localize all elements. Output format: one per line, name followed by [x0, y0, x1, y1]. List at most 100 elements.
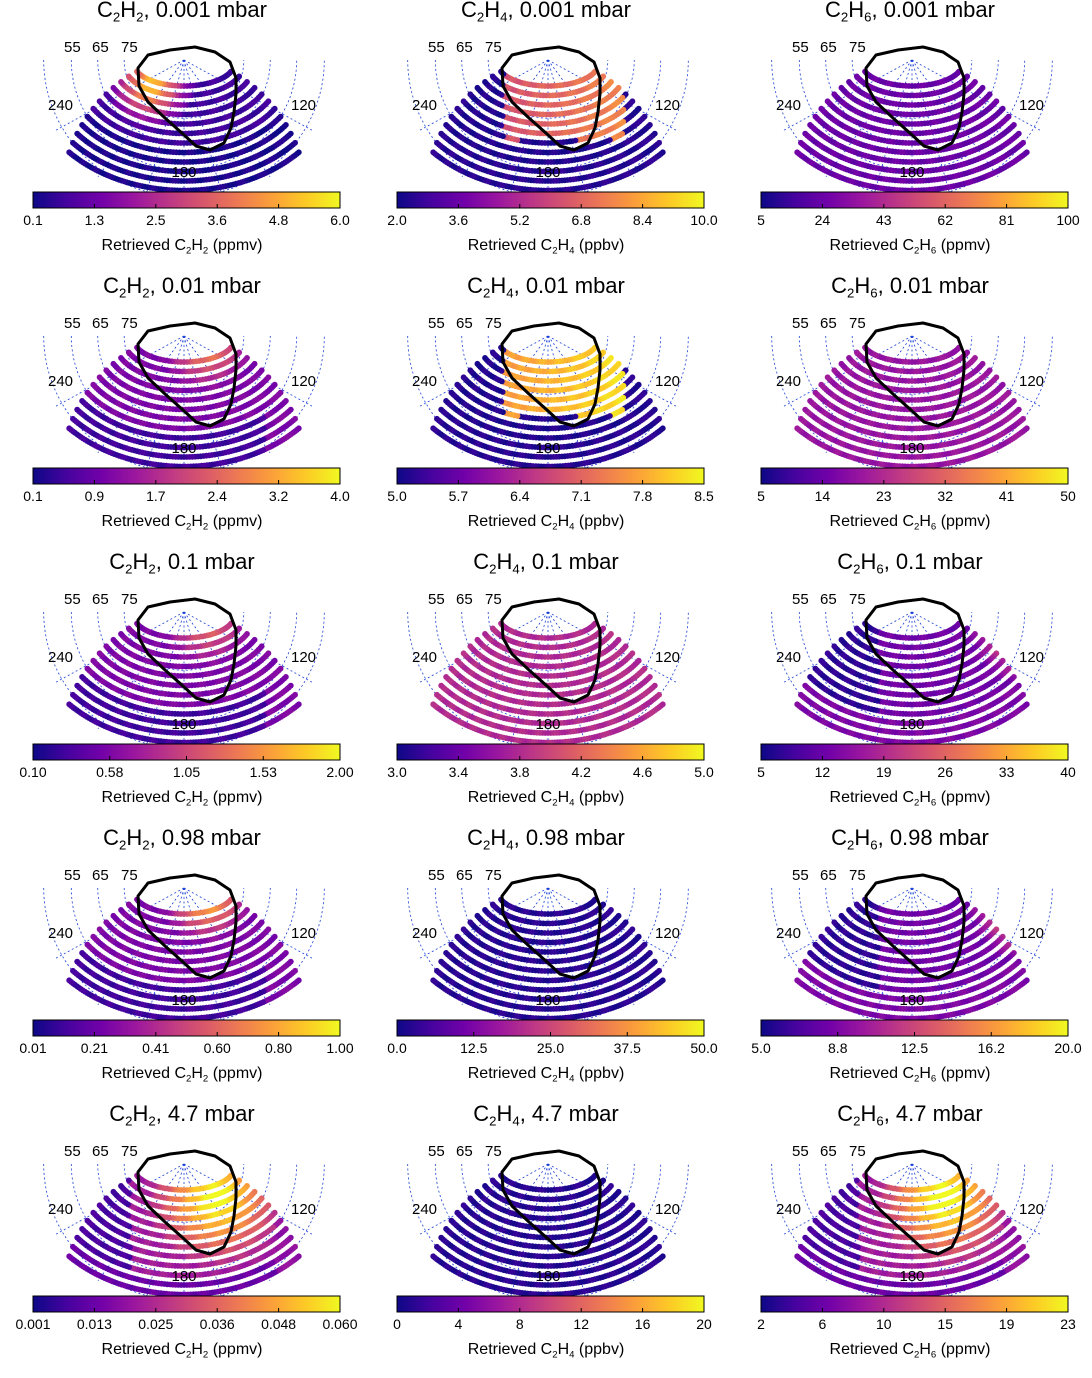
polar-label: 240	[48, 373, 73, 390]
retrieval-point	[813, 390, 819, 396]
retrieval-point	[85, 390, 91, 396]
colorbar-tick-label: 8.4	[633, 212, 653, 228]
retrieval-point	[111, 361, 117, 367]
polar-label: 55	[428, 315, 445, 332]
retrieval-point	[103, 91, 109, 97]
panel-title: C2H4, 0.01 mbar	[364, 273, 728, 299]
title-part: , 0.01 mbar	[514, 273, 625, 298]
polar-label: 180	[899, 164, 924, 181]
colorbar-tick-label: 3.6	[449, 212, 469, 228]
polar-label: 180	[171, 164, 196, 181]
retrieval-point	[794, 149, 800, 155]
title-part: H	[490, 273, 506, 298]
retrieval-point	[90, 106, 96, 112]
clabel-part: Retrieved C	[102, 237, 186, 254]
panel-title: C2H2, 0.001 mbar	[0, 0, 364, 23]
retrieval-point	[97, 98, 103, 104]
retrieval-point	[482, 355, 488, 361]
retrieval-point	[111, 85, 117, 91]
retrieval-point	[79, 122, 85, 128]
retrieval-point	[449, 390, 455, 396]
retrieval-point	[443, 398, 449, 404]
polar-label: 75	[485, 39, 502, 56]
retrieval-point	[807, 122, 813, 128]
polar-label: 55	[428, 39, 445, 56]
retrieval-point	[126, 74, 132, 80]
colorbar-tick-label: 3.6	[207, 212, 227, 228]
retrieval-point	[70, 416, 76, 422]
clabel-part: Retrieved C	[468, 513, 552, 530]
clabel-part: Retrieved C	[102, 513, 186, 530]
retrieval-point	[807, 398, 813, 404]
title-part: H	[848, 0, 864, 22]
retrieval-point	[490, 74, 496, 80]
colorbar-tick-label: 0.1	[23, 488, 43, 504]
colorbar-tick-label: 7.8	[633, 488, 653, 504]
retrieval-point	[70, 140, 76, 146]
polar-label: 240	[412, 373, 437, 390]
polar-label: 55	[64, 315, 81, 332]
polar-label: 65	[92, 315, 109, 332]
retrieval-point	[482, 79, 488, 85]
retrieval-point	[831, 367, 837, 373]
colorbar	[761, 192, 1068, 208]
title-part: , 0.001 mbar	[507, 0, 631, 22]
retrieval-point	[66, 149, 72, 155]
colorbar-label: Retrieved C2H6 (ppmv)	[728, 236, 1092, 256]
retrieval-point	[454, 382, 460, 388]
polar-label: 75	[121, 315, 138, 332]
retrieval-point	[467, 91, 473, 97]
retrieval-point	[854, 350, 860, 356]
clabel-part: (ppmv)	[936, 237, 990, 254]
panel-title: C2H6, 0.001 mbar	[728, 0, 1092, 23]
clabel-part: H	[558, 513, 570, 530]
polar-label: 120	[655, 97, 680, 114]
polar-label: 120	[1019, 97, 1044, 114]
title-part: C	[461, 0, 477, 22]
retrieval-point	[461, 374, 467, 380]
colorbar-label: Retrieved C2H2 (ppmv)	[0, 236, 364, 256]
retrieval-point	[434, 416, 440, 422]
title-part: C	[103, 273, 119, 298]
clabel-part: (ppbv)	[574, 237, 624, 254]
colorbar-tick-label: 10.0	[690, 212, 717, 228]
clabel-part: (ppbv)	[574, 513, 624, 530]
retrieval-point	[818, 106, 824, 112]
retrieval-point	[490, 350, 496, 356]
polar-label: 65	[820, 39, 837, 56]
title-part: H	[120, 0, 136, 22]
polar-label: 65	[92, 39, 109, 56]
colorbar-tick-label: 5.0	[387, 488, 407, 504]
colorbar	[33, 468, 340, 484]
polar-label: 120	[655, 373, 680, 390]
colorbar-tick-label: 6.0	[330, 212, 350, 228]
title-part: , 0.001 mbar	[871, 0, 995, 22]
title-part: H	[484, 0, 500, 22]
colorbar-tick-label: 7.1	[571, 488, 591, 504]
title-part: , 0.01 mbar	[150, 273, 261, 298]
panel-title: C2H4, 0.001 mbar	[364, 0, 728, 23]
title-part: H	[126, 273, 142, 298]
retrieval-point	[475, 85, 481, 91]
colorbar-tick-label: 5.7	[449, 488, 469, 504]
clabel-part: Retrieved C	[468, 237, 552, 254]
clabel-part: (ppmv)	[208, 513, 262, 530]
polar-label: 65	[456, 39, 473, 56]
retrieval-point	[85, 114, 91, 120]
colorbar-tick-label: 81	[999, 212, 1015, 228]
colorbar-tick-label: 24	[815, 212, 831, 228]
title-part: C	[825, 0, 841, 22]
colorbar-tick-label: 62	[937, 212, 953, 228]
polar-label: 120	[291, 373, 316, 390]
polar-label: 75	[121, 39, 138, 56]
clabel-part: H	[191, 513, 203, 530]
polar-label: 180	[535, 440, 560, 457]
colorbar	[397, 192, 704, 208]
colorbar-tick-label: 3.2	[269, 488, 289, 504]
retrieval-point	[461, 98, 467, 104]
retrieval-point	[438, 407, 444, 413]
